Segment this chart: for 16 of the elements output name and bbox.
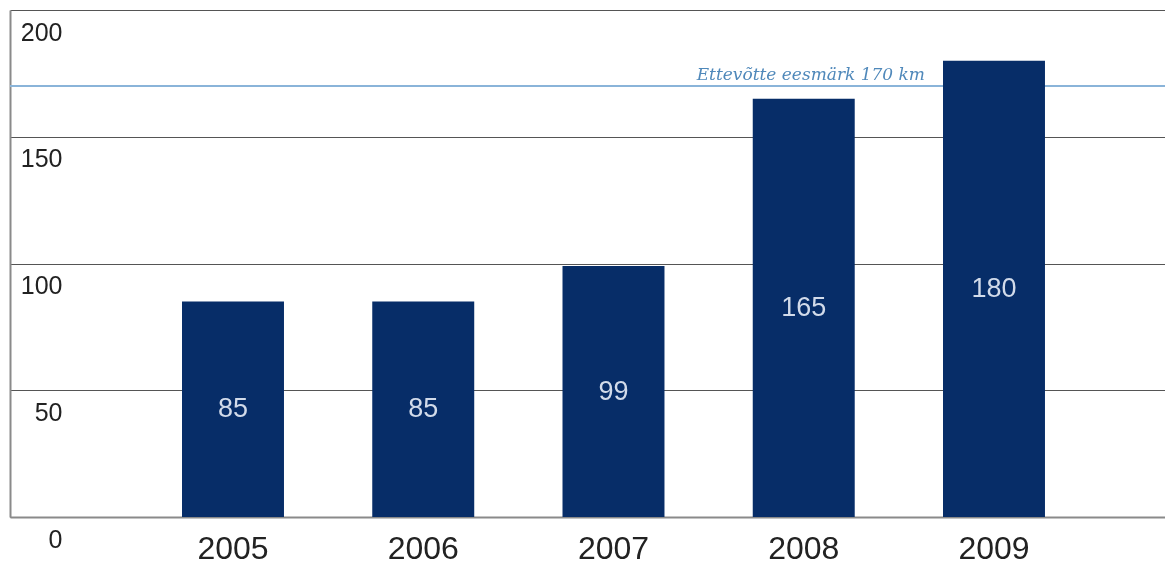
y-tick-label: 0 [48,524,63,553]
ref-line-label: Ettevõtte eesmärk 170 km [695,64,925,85]
data-label: 85 [217,393,249,424]
x-tick-label: 2009 [958,529,1030,562]
x-tick-label: 2006 [387,529,459,562]
data-label: 99 [598,375,629,406]
y-tick-label: 100 [20,271,63,299]
y-tick-label: 150 [20,144,63,173]
y-tick-label: 50 [34,397,63,426]
y-tick-label: 200 [20,17,63,46]
x-tick-label: 2008 [768,529,840,562]
x-tick-label: 2007 [577,529,650,562]
data-label: 85 [408,393,439,424]
x-tick-label: 2005 [197,529,269,562]
data-label: 180 [971,272,1017,303]
data-label: 165 [781,291,827,322]
